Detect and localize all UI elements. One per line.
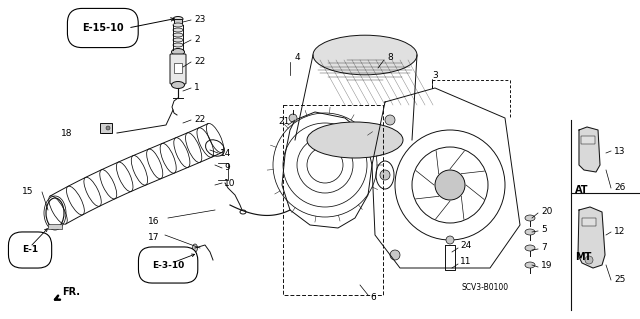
Text: 11: 11 bbox=[460, 257, 472, 266]
Polygon shape bbox=[578, 207, 605, 268]
Ellipse shape bbox=[173, 38, 183, 42]
Ellipse shape bbox=[172, 48, 184, 56]
Text: 6: 6 bbox=[370, 293, 376, 302]
Text: 5: 5 bbox=[541, 225, 547, 234]
Circle shape bbox=[380, 170, 390, 180]
Bar bbox=[48, 224, 62, 229]
Circle shape bbox=[585, 256, 593, 264]
Ellipse shape bbox=[525, 245, 535, 251]
Circle shape bbox=[390, 250, 400, 260]
Ellipse shape bbox=[193, 244, 198, 252]
Circle shape bbox=[385, 115, 395, 125]
Text: 19: 19 bbox=[541, 261, 552, 270]
Ellipse shape bbox=[313, 35, 417, 75]
Polygon shape bbox=[579, 127, 600, 172]
Text: 15: 15 bbox=[22, 188, 33, 197]
Circle shape bbox=[446, 236, 454, 244]
Text: 8: 8 bbox=[387, 53, 393, 62]
Text: 25: 25 bbox=[614, 276, 625, 285]
Ellipse shape bbox=[173, 23, 183, 27]
Text: 1: 1 bbox=[194, 84, 200, 93]
Text: E-3-10: E-3-10 bbox=[152, 261, 184, 270]
Text: 3: 3 bbox=[432, 70, 438, 79]
Text: 17: 17 bbox=[148, 234, 159, 242]
Text: 4: 4 bbox=[295, 54, 301, 63]
Text: 7: 7 bbox=[541, 242, 547, 251]
Ellipse shape bbox=[173, 33, 183, 37]
Text: 21: 21 bbox=[278, 117, 289, 127]
Text: 26: 26 bbox=[614, 183, 625, 192]
Bar bbox=[582, 218, 596, 226]
FancyBboxPatch shape bbox=[170, 54, 186, 84]
Text: 2: 2 bbox=[194, 35, 200, 44]
Ellipse shape bbox=[525, 262, 535, 268]
Ellipse shape bbox=[525, 215, 535, 221]
Ellipse shape bbox=[525, 229, 535, 235]
Ellipse shape bbox=[172, 81, 184, 88]
Ellipse shape bbox=[173, 17, 183, 21]
Bar bbox=[174, 19, 182, 25]
Bar bbox=[581, 136, 595, 144]
Text: AT: AT bbox=[575, 185, 589, 195]
Bar bbox=[174, 63, 182, 73]
Text: E-15-10: E-15-10 bbox=[82, 23, 124, 33]
Text: 23: 23 bbox=[194, 16, 205, 25]
Ellipse shape bbox=[106, 126, 110, 130]
Text: 9: 9 bbox=[224, 164, 230, 173]
Text: 13: 13 bbox=[614, 146, 625, 155]
Text: 14: 14 bbox=[220, 149, 232, 158]
Text: 20: 20 bbox=[541, 206, 552, 216]
Ellipse shape bbox=[307, 122, 403, 158]
Text: 22: 22 bbox=[194, 115, 205, 124]
Text: 10: 10 bbox=[224, 179, 236, 188]
Text: 18: 18 bbox=[61, 129, 72, 137]
Circle shape bbox=[289, 114, 297, 122]
Text: 22: 22 bbox=[194, 57, 205, 66]
Circle shape bbox=[435, 170, 465, 200]
Text: MT: MT bbox=[575, 252, 591, 262]
Text: SCV3-B0100: SCV3-B0100 bbox=[461, 284, 508, 293]
Bar bbox=[100, 123, 112, 133]
Ellipse shape bbox=[173, 43, 183, 47]
Text: 16: 16 bbox=[148, 218, 159, 226]
Text: E-1: E-1 bbox=[22, 246, 38, 255]
Text: FR.: FR. bbox=[55, 287, 80, 300]
Ellipse shape bbox=[173, 28, 183, 32]
Text: 12: 12 bbox=[614, 227, 625, 236]
Text: 24: 24 bbox=[460, 241, 471, 250]
